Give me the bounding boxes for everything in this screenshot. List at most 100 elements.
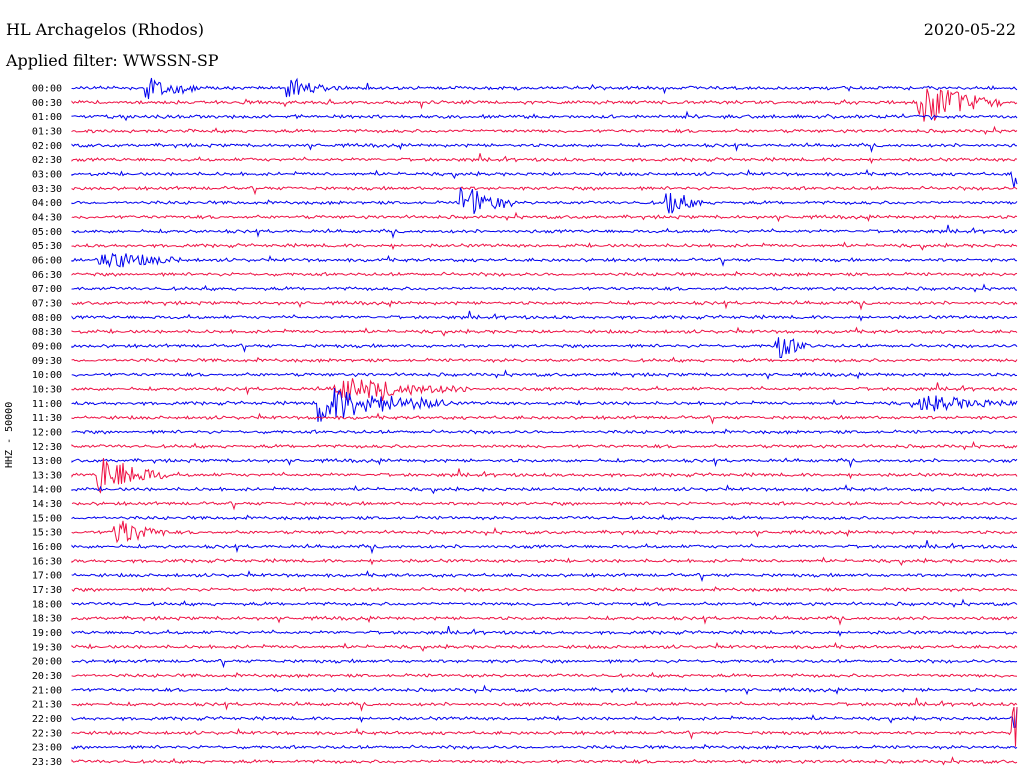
row-time-label: 09:00	[32, 341, 62, 352]
row-time-label: 23:00	[32, 743, 62, 754]
trace-line	[71, 440, 1018, 451]
trace-line	[71, 110, 1018, 122]
trace-line	[71, 270, 1018, 278]
row-time-label: 08:00	[32, 313, 62, 324]
row-time-label: 14:00	[32, 485, 62, 496]
row-time-label: 20:30	[32, 671, 62, 682]
row-time-label: 17:30	[32, 585, 62, 596]
row-time-label: 12:00	[32, 427, 62, 438]
trace-line	[71, 326, 1018, 337]
trace-line	[71, 625, 1018, 637]
row-time-label: 10:30	[32, 384, 62, 395]
row-time-label: 21:00	[32, 685, 62, 696]
trace-line	[71, 142, 1017, 154]
trace-line	[71, 168, 1018, 188]
row-time-label: 05:00	[32, 227, 62, 238]
trace-line	[71, 457, 1018, 469]
row-time-label: 15:30	[32, 528, 62, 539]
row-time-label: 01:00	[32, 112, 62, 123]
trace-line	[71, 743, 1018, 750]
trace-line	[71, 356, 1018, 364]
row-time-label: 03:30	[32, 184, 62, 195]
row-time-label: 04:30	[32, 212, 62, 223]
trace-line	[71, 484, 1018, 495]
row-time-label: 16:30	[32, 556, 62, 567]
trace-line	[71, 697, 1018, 712]
trace-line	[71, 224, 1018, 239]
row-time-label: 07:00	[32, 284, 62, 295]
row-time-label: 22:00	[32, 714, 62, 725]
row-time-label: 11:00	[32, 399, 62, 410]
trace-line	[71, 500, 1018, 511]
trace-line	[71, 77, 1018, 100]
trace-line	[71, 598, 1018, 608]
trace-line	[71, 211, 1018, 223]
row-time-label: 18:30	[32, 614, 62, 625]
trace-line	[71, 185, 1018, 196]
date-label: 2020-05-22	[923, 20, 1016, 39]
row-time-label: 13:30	[32, 470, 62, 481]
trace-line	[71, 428, 1018, 435]
row-time-label: 23:30	[32, 757, 62, 768]
trace-line	[71, 671, 1018, 679]
trace-line	[71, 556, 1018, 567]
trace-line	[71, 412, 1017, 425]
station-title: HL Archagelos (Rhodos)	[6, 20, 204, 39]
row-time-label: 12:30	[32, 442, 62, 453]
trace-line	[71, 283, 1018, 293]
trace-line	[71, 387, 1018, 422]
trace-line	[71, 252, 1018, 269]
row-time-label: 18:00	[32, 599, 62, 610]
row-time-label: 19:00	[32, 628, 62, 639]
row-time-label: 10:00	[32, 370, 62, 381]
row-time-label: 21:30	[32, 700, 62, 711]
row-time-label: 06:00	[32, 255, 62, 266]
trace-line	[71, 299, 1018, 311]
row-time-label: 15:00	[32, 513, 62, 524]
trace-line	[71, 707, 1018, 729]
trace-line	[71, 241, 1018, 251]
row-time-label: 02:00	[32, 141, 62, 152]
trace-line	[71, 88, 1018, 122]
trace-line	[71, 586, 1018, 593]
trace-line	[71, 514, 1018, 521]
row-time-label: 16:00	[32, 542, 62, 553]
trace-line	[71, 658, 1018, 669]
trace-line	[71, 570, 1018, 583]
row-time-label: 09:30	[32, 356, 62, 367]
row-time-label: 22:30	[32, 728, 62, 739]
row-time-label: 04:00	[32, 198, 62, 209]
row-time-label: 20:00	[32, 657, 62, 668]
row-time-label: 06:30	[32, 270, 62, 281]
trace-line	[71, 458, 1018, 494]
trace-line	[71, 378, 1018, 402]
trace-line	[71, 187, 1018, 214]
trace-line	[71, 520, 1018, 544]
trace-line	[71, 337, 1018, 358]
row-time-label: 14:30	[32, 499, 62, 510]
row-time-label: 08:30	[32, 327, 62, 338]
row-time-label: 19:30	[32, 642, 62, 653]
trace-line	[71, 369, 1018, 380]
row-time-label: 05:30	[32, 241, 62, 252]
trace-line	[71, 615, 1018, 626]
row-time-label: 13:00	[32, 456, 62, 467]
row-time-label: 17:00	[32, 571, 62, 582]
row-time-label: 11:30	[32, 413, 62, 424]
row-time-label: 02:30	[32, 155, 62, 166]
trace-line	[71, 684, 1018, 696]
row-time-label: 00:00	[32, 84, 62, 95]
trace-line	[71, 125, 1018, 136]
trace-line	[71, 641, 1018, 652]
trace-line	[71, 756, 1018, 766]
trace-line	[71, 540, 1018, 555]
trace-line	[71, 310, 1018, 322]
trace-line	[71, 706, 1018, 747]
row-time-label: 07:30	[32, 298, 62, 309]
row-time-label: 03:00	[32, 169, 62, 180]
filter-label: Applied filter: WWSSN-SP	[6, 51, 219, 70]
row-time-label: 00:30	[32, 98, 62, 109]
row-time-label: 01:30	[32, 126, 62, 137]
trace-line	[71, 153, 1018, 165]
